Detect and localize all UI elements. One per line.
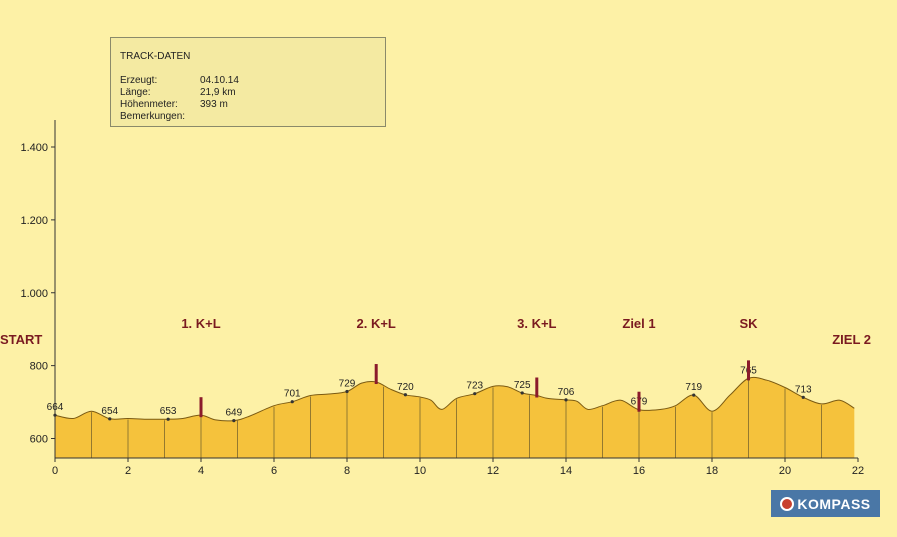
track-data-box: TRACK-DATEN Erzeugt: 04.10.14 Länge: 21,… [110,37,386,127]
elevation-point-label: 719 [685,382,702,393]
point-label-layer: 6646546536497017297207237257066797197657… [47,365,812,423]
gridline-layer [91,379,822,458]
x-tick-label: 6 [271,465,277,477]
elevation-point-label: 664 [47,402,64,413]
x-tick-label: 14 [560,465,572,477]
y-tick-label: 600 [30,434,48,446]
y-tick-label: 1.000 [20,288,48,300]
elevation-point [564,398,568,402]
elevation-point-label: 713 [795,384,812,395]
x-tick-label: 10 [414,465,426,477]
checkpoint-label: 2. K+L [357,316,396,331]
x-tick-label: 8 [344,465,350,477]
track-data-key: Länge: [120,87,151,98]
checkpoint-label: 1. K+L [181,316,220,331]
elevation-point [166,417,170,421]
elevation-area [55,377,855,458]
track-data-key: Höhenmeter: [120,99,178,110]
compass-rose-icon [780,496,795,511]
track-data-key: Bemerkungen: [120,111,186,122]
track-data-value: 393 m [200,99,228,110]
elevation-point [692,393,696,397]
elevation-point-label: 701 [284,389,301,400]
checkpoint-label: ZIEL 2 [832,332,871,347]
checkpoint-label: Ziel 1 [622,316,655,331]
elevation-point-label: 654 [101,406,118,417]
y-tick-label: 800 [30,361,48,373]
elevation-point [108,417,112,421]
track-data-title: TRACK-DATEN [120,51,191,62]
kompass-logo: KOMPASS [771,490,880,517]
elevation-point-label: 706 [558,387,575,398]
track-data-value: 21,9 km [200,87,236,98]
x-tick-label: 18 [706,465,718,477]
x-tick-label: 0 [52,465,58,477]
elevation-point [801,395,805,399]
elevation-point [520,391,524,395]
elevation-point-label: 725 [514,380,531,391]
x-tick-label: 2 [125,465,131,477]
axes-layer: 0 2 4 6 8 10 12 14 16 18 20 22 600 800 1.000 1.200 1.400 [20,120,864,477]
track-data-value: 04.10.14 [200,75,239,86]
y-tick-label: 1.400 [20,142,48,154]
elevation-point [232,419,236,423]
logo-text: KOMPASS [797,495,871,512]
elevation-point [53,413,57,417]
checkpoint-label: 3. K+L [517,316,556,331]
elevation-point-label: 729 [339,378,356,389]
y-tick-label: 1.200 [20,215,48,227]
elevation-point-label: 723 [466,381,483,392]
checkpoint-label: SK [739,316,758,331]
x-tick-label: 4 [198,465,204,477]
elevation-point [345,389,349,394]
x-tick-label: 22 [852,465,864,477]
elevation-point-label: 653 [160,406,177,417]
elevation-point-label: 649 [226,408,243,419]
elevation-point [290,400,294,404]
annotation-layer: START 1. K+L 2. K+L 3. K+L Ziel 1 SK ZIEL 2 [0,316,871,418]
x-tick-label: 12 [487,465,499,477]
track-data-key: Erzeugt: [120,75,158,86]
area-layer [54,376,855,458]
elevation-point-label: 720 [397,382,414,393]
elevation-point [473,392,477,396]
x-tick-label: 16 [633,465,645,477]
x-tick-label: 20 [779,465,791,477]
checkpoint-label: START [0,332,42,347]
elevation-point [403,393,407,397]
